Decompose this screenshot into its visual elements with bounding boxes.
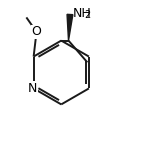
Text: NH: NH xyxy=(73,7,92,20)
Text: 2: 2 xyxy=(85,10,91,20)
Text: N: N xyxy=(28,82,37,95)
Text: O: O xyxy=(32,25,42,38)
Polygon shape xyxy=(67,14,73,41)
